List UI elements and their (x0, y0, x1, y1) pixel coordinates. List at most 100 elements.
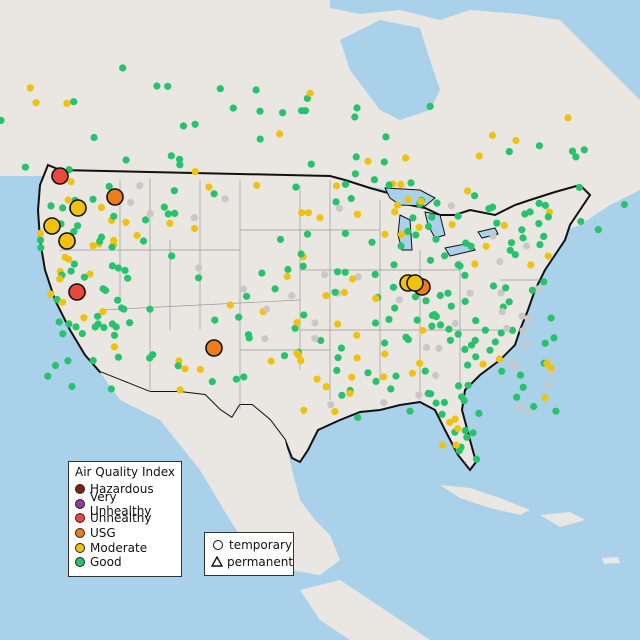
monitor-dot (402, 333, 410, 341)
monitor-dot (518, 312, 526, 320)
monitor-dot (522, 242, 531, 250)
monitor-dot (301, 107, 309, 115)
monitor-dot (86, 270, 94, 278)
monitor-dot (489, 232, 497, 240)
monitor-dot (488, 131, 496, 139)
monitor-dot (65, 320, 73, 328)
monitor-marker-moderate[interactable] (58, 232, 76, 250)
monitor-marker-usg[interactable] (205, 339, 223, 357)
monitor-dot (149, 351, 157, 359)
monitor-dot (176, 386, 184, 394)
monitor-marker-unhealthy[interactable] (68, 283, 86, 301)
monitor-marker-moderate[interactable] (43, 217, 61, 235)
monitor-dot (267, 357, 275, 365)
monitor-dot (527, 261, 535, 269)
monitor-dot (594, 226, 602, 234)
monitor-dot (293, 319, 301, 327)
legend-item-temporary: temporary (205, 538, 293, 553)
monitor-dot (452, 441, 460, 449)
monitor-dot (536, 241, 544, 249)
monitor-dot (196, 365, 204, 374)
monitor-marker-usg[interactable] (106, 188, 124, 206)
monitor-dot (311, 319, 319, 327)
monitor-dot (387, 385, 395, 393)
monitor-dot (448, 221, 456, 229)
monitor-dot (419, 326, 427, 334)
monitor-dot (444, 289, 452, 297)
monitor-dot (472, 317, 480, 325)
monitor-dot (298, 209, 306, 217)
monitor-dot (505, 298, 513, 306)
central-america (300, 580, 430, 640)
monitor-dot (94, 312, 102, 320)
monitor-dot (372, 294, 380, 302)
monitor-dot (407, 179, 415, 187)
monitor-dot (291, 324, 299, 332)
monitor-marker-unhealthy[interactable] (51, 167, 69, 185)
monitor-dot (370, 176, 378, 184)
monitor-dot (122, 156, 130, 164)
monitor-dot (56, 275, 64, 283)
monitor-dot (181, 365, 189, 373)
monitor-dot (146, 305, 154, 313)
very-unhealthy-swatch (75, 498, 85, 509)
monitor-dot (261, 335, 269, 343)
monitor-dot (348, 373, 356, 381)
monitor-dot (26, 84, 34, 92)
legend-item-permanent: permanent (205, 555, 293, 570)
monitor-dot (577, 217, 585, 226)
monitor-dot (380, 373, 388, 381)
monitor-dot (352, 153, 360, 161)
monitor-dot (456, 262, 464, 270)
monitor-marker-moderate[interactable] (406, 274, 424, 292)
legend-item-moderate: Moderate (69, 540, 181, 555)
monitor-dot (331, 407, 339, 416)
monitor-dot (97, 233, 106, 241)
monitor-dot (153, 82, 161, 90)
monitor-dot (391, 208, 399, 216)
monitor-dot (550, 334, 558, 342)
monitor-dot (271, 285, 279, 293)
monitor-dot (110, 331, 119, 339)
legend-title: Air Quality Index (74, 465, 176, 479)
monitor-dot (167, 152, 175, 160)
monitor-dot (170, 187, 178, 195)
monitor-dot (547, 370, 555, 378)
monitor-dot (519, 383, 527, 391)
monitor-dot (221, 195, 229, 203)
monitor-dot (389, 283, 398, 291)
monitor-dot (176, 161, 184, 169)
monitor-dot (36, 236, 45, 244)
monitor-dot (321, 271, 329, 279)
monitor-dot (126, 319, 134, 327)
monitor-dot (67, 267, 75, 275)
monitor-dot (229, 104, 237, 112)
monitor-dot (427, 390, 435, 398)
monitor-dot (415, 391, 423, 399)
monitor-dot (65, 255, 73, 263)
monitor-dot (263, 305, 271, 313)
monitor-dot (322, 292, 330, 300)
monitor-dot (349, 275, 357, 283)
monitor-dot (486, 346, 494, 354)
monitor-dot (146, 210, 154, 218)
monitor-dot (335, 204, 344, 212)
monitor-dot (415, 223, 423, 231)
monitor-dot (179, 122, 187, 130)
monitor-marker-moderate[interactable] (69, 199, 87, 217)
monitor-dot (445, 325, 453, 333)
legend-item-hazardous: Hazardous (69, 482, 181, 497)
monitor-dot (32, 99, 40, 107)
monitor-dot (368, 238, 376, 246)
monitor-dot (351, 113, 359, 121)
monitor-dot (432, 235, 440, 243)
monitor-dot (276, 130, 284, 138)
monitor-dot (435, 344, 443, 352)
monitor-dot (451, 319, 459, 328)
monitor-dot (211, 316, 219, 324)
monitor-dot (160, 203, 168, 211)
monitor-dot (293, 349, 301, 357)
monitor-dot (385, 181, 393, 189)
monitor-dot (276, 235, 285, 243)
monitor-dot (108, 243, 116, 251)
